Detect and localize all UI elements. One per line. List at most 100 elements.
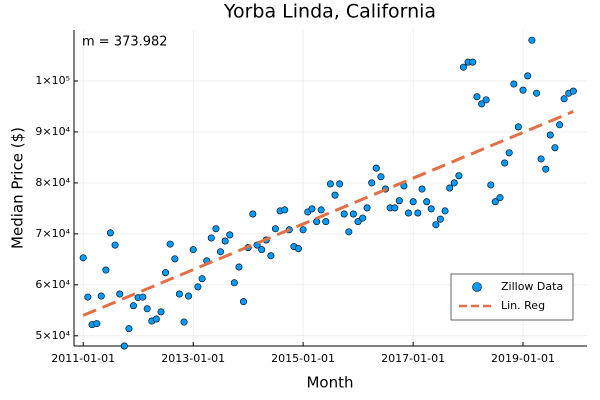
data-point [542,165,550,173]
data-point [436,215,444,223]
data-point [478,100,486,108]
data-point [391,204,399,212]
data-point [455,172,463,180]
data-point [198,275,206,283]
data-point [469,58,477,66]
data-point [294,245,302,253]
y-tick-label: 7×10⁴ [35,227,70,240]
data-point [162,269,170,277]
data-point [395,197,403,205]
data-point [281,206,289,214]
regression-line [82,110,574,317]
data-point [482,96,490,104]
data-point [441,207,449,215]
data-point [414,209,422,217]
data-point [363,204,371,212]
data-point [427,205,435,213]
data-point [308,205,316,213]
data-point [533,89,541,97]
data-point [345,228,353,236]
x-tick-label: 2013-01-01 [161,352,225,365]
data-point [299,226,307,234]
x-tick-label: 2015-01-01 [271,352,335,365]
y-tick-label: 8×10⁴ [35,176,70,189]
data-point [102,266,110,274]
data-point [79,254,87,262]
data-point [226,231,234,239]
legend-label: Lin. Reg [501,299,545,312]
data-point [194,283,202,291]
data-point [546,131,554,139]
data-point [271,225,279,233]
data-point [556,121,564,129]
data-point [267,252,275,260]
data-point [171,255,179,263]
data-point [432,221,440,229]
data-point [84,293,92,301]
data-point [487,181,495,189]
data-point [120,342,128,350]
data-point [125,325,133,333]
data-point [446,184,454,192]
legend-marker [472,282,482,292]
data-point [505,149,513,157]
data-point [116,290,124,298]
data-point [111,241,119,249]
legend-label: Zillow Data [501,280,563,293]
data-point [185,292,193,300]
data-point [106,229,114,237]
data-point [510,80,518,88]
data-point [139,293,147,301]
data-point [152,315,160,323]
data-point [239,298,247,306]
data-point [189,246,197,254]
data-point [372,164,380,172]
data-point [537,155,545,163]
data-point [528,36,536,44]
data-point [514,123,522,131]
data-point [97,292,105,300]
data-point [377,173,385,181]
legend-box [450,273,574,321]
y-tick-label: 9×10⁴ [35,125,70,138]
data-point [235,263,243,271]
chart-title: Yorba Linda, California [223,1,436,23]
x-tick-label: 2017-01-01 [381,352,445,365]
data-point [93,320,101,328]
annotation: m = 373.982 [82,35,168,50]
y-tick-label: 6×10⁴ [35,278,70,291]
data-point [207,234,215,242]
data-point [180,318,188,326]
data-point [230,279,238,287]
data-point [340,210,348,218]
data-point [524,72,532,80]
data-point [423,198,431,206]
data-point [404,209,412,217]
data-point [258,246,266,254]
data-point [129,302,137,310]
data-point [322,218,330,226]
data-point [496,194,504,202]
data-point [354,218,362,226]
data-point [221,237,229,245]
data-point [216,248,224,256]
data-point [519,86,527,94]
data-point [143,305,151,313]
data-point [409,198,417,206]
data-point [569,87,577,95]
data-point [336,180,344,188]
data-point [175,290,183,298]
y-tick-label: 5×10⁴ [35,329,70,342]
data-point [418,185,426,193]
data-point [249,210,257,218]
data-point [331,191,339,199]
data-point [501,159,509,167]
data-point [551,144,559,152]
data-point [473,93,481,101]
x-axis-label: Month [306,374,353,392]
y-tick-label: 1×10⁵ [35,74,70,87]
data-point [212,225,220,233]
data-point [450,179,458,187]
